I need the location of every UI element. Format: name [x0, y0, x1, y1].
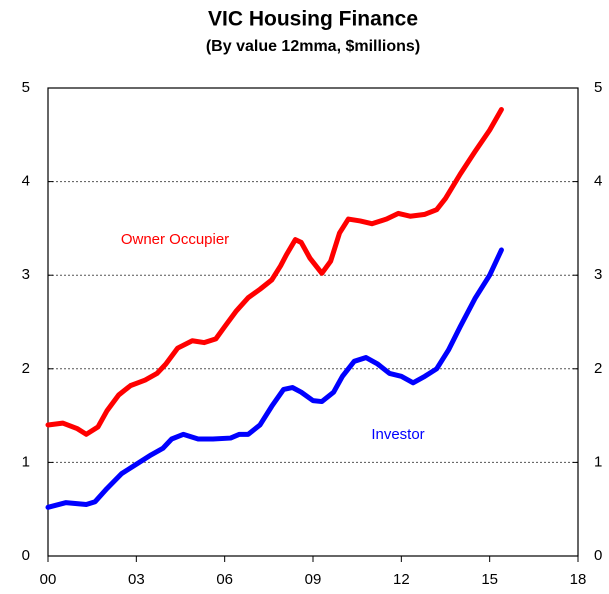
y-tick-label: 2: [22, 360, 30, 377]
chart-title: VIC Housing Finance: [208, 8, 418, 31]
y2-tick-label: 2: [594, 360, 602, 377]
y-tick-label: 3: [22, 266, 30, 283]
series-line: [45, 247, 504, 510]
y2-tick-label: 5: [594, 79, 602, 96]
plot-border: [47, 87, 579, 557]
x-tick-label: 06: [216, 571, 233, 588]
series-label: Owner Occupier: [121, 231, 229, 248]
y2-tick-label: 1: [594, 453, 602, 470]
x-tick-label: 00: [40, 571, 57, 588]
x-tick-label: 12: [393, 571, 410, 588]
y-tick-label: 4: [22, 173, 30, 190]
series-line: [45, 107, 504, 437]
x-tick-label: 09: [305, 571, 322, 588]
x-tick-label: 15: [481, 571, 498, 588]
y-tick-label: 5: [22, 79, 30, 96]
chart-subtitle: (By value 12mma, $millions): [206, 38, 420, 55]
x-tick-label: 18: [570, 571, 587, 588]
y2-tick-label: 3: [594, 266, 602, 283]
y2-tick-label: 0: [594, 547, 602, 564]
y-tick-label: 0: [22, 547, 30, 564]
x-tick-label: 03: [128, 571, 145, 588]
series-label: Investor: [371, 426, 424, 443]
y2-tick-label: 4: [594, 173, 602, 190]
y-tick-label: 1: [22, 453, 30, 470]
